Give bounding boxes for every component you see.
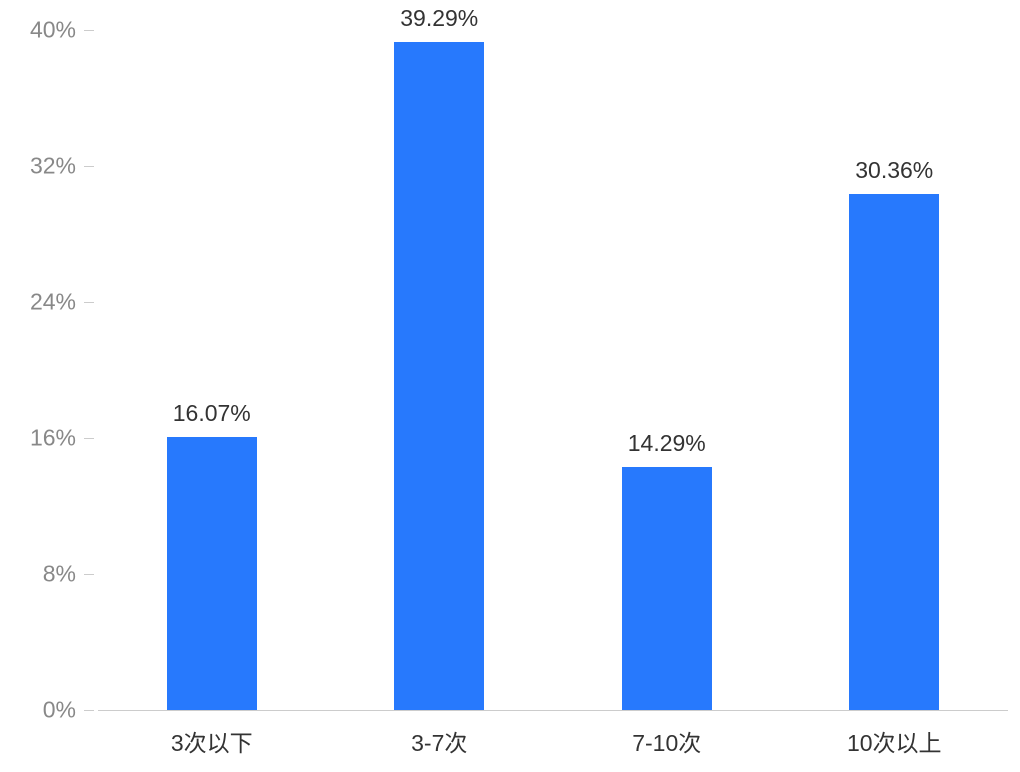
- x-tick-label-0: 3次以下: [171, 724, 253, 758]
- bar-value-0: 16.07%: [173, 400, 251, 427]
- y-tick-label-5: 40%: [30, 17, 76, 44]
- bar-chart: 0% 8% 16% 24% 32% 40% 16.07% 39.29% 14.2…: [0, 0, 1020, 772]
- plot-area: [98, 30, 1008, 710]
- bar-value-2: 14.29%: [628, 430, 706, 457]
- y-tick-line-5: [84, 30, 94, 31]
- x-tick-label-1: 3-7次: [411, 724, 467, 758]
- y-tick-label-4: 32%: [30, 153, 76, 180]
- y-tick-label-3: 24%: [30, 289, 76, 316]
- y-tick-line-0: [84, 710, 94, 711]
- x-tick-label-2: 7-10次: [632, 724, 701, 758]
- bar-3: [849, 194, 939, 710]
- bar-1: [394, 42, 484, 710]
- bar-0: [167, 437, 257, 710]
- y-tick-line-4: [84, 166, 94, 167]
- y-tick-label-2: 16%: [30, 425, 76, 452]
- bar-value-1: 39.29%: [400, 5, 478, 32]
- y-tick-line-2: [84, 438, 94, 439]
- y-tick-label-1: 8%: [43, 561, 76, 588]
- bar-value-3: 30.36%: [855, 157, 933, 184]
- y-tick-line-1: [84, 574, 94, 575]
- bar-2: [622, 467, 712, 710]
- x-axis-baseline: [98, 710, 1008, 711]
- y-tick-label-0: 0%: [43, 697, 76, 724]
- y-tick-line-3: [84, 302, 94, 303]
- x-tick-label-3: 10次以上: [847, 724, 942, 758]
